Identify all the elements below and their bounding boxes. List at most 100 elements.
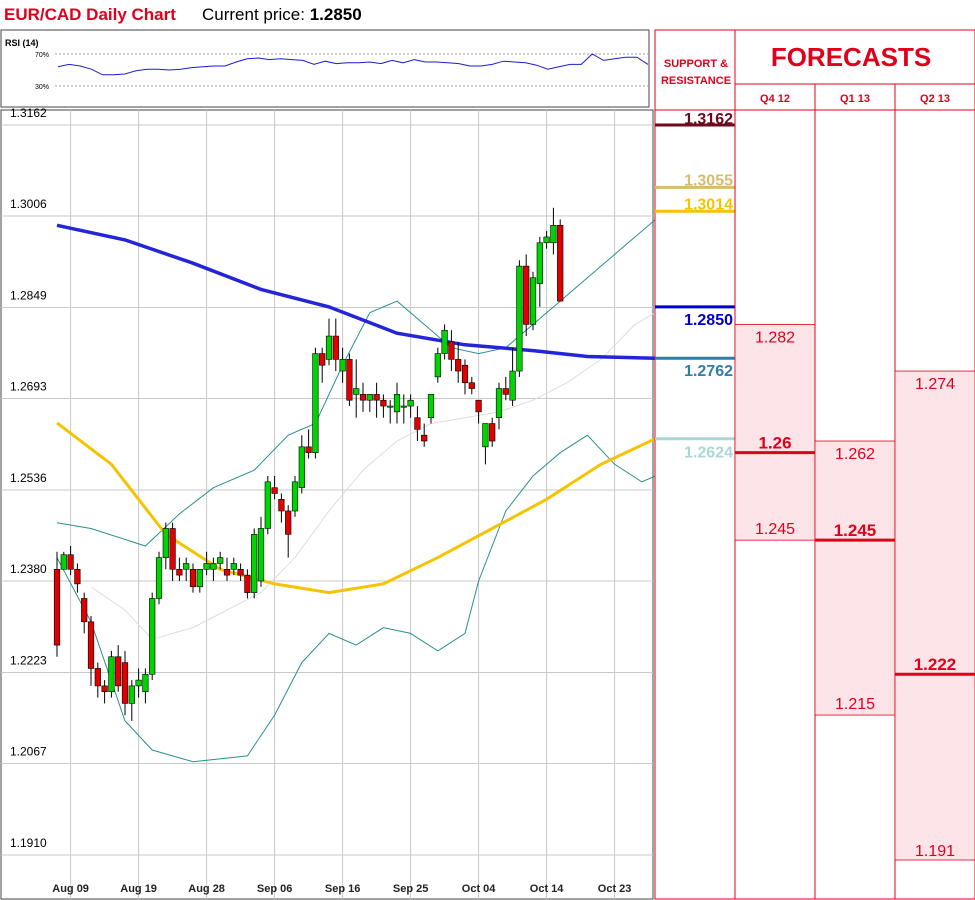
candle-up — [339, 359, 346, 372]
candle-down — [346, 359, 353, 401]
candle-down — [81, 598, 88, 623]
candle-down — [121, 662, 129, 704]
bollinger-upper-line — [56, 219, 656, 547]
candle-up — [291, 481, 299, 512]
forecast-mid-value: 1.222 — [914, 655, 957, 674]
candlesticks — [53, 207, 564, 721]
candle-up — [183, 563, 190, 570]
candle-down — [94, 668, 101, 687]
candle-up — [251, 534, 258, 593]
x-tick-label: Oct 14 — [530, 883, 565, 895]
candle-down — [489, 423, 496, 442]
candle-up — [108, 656, 115, 693]
candle-up — [427, 394, 435, 418]
rsi-line — [57, 53, 649, 76]
x-tick-label: Aug 28 — [188, 883, 225, 895]
candle-down — [169, 528, 176, 570]
candle-down — [380, 399, 387, 407]
candle-down — [223, 568, 231, 576]
x-tick-label: Sep 25 — [393, 883, 428, 895]
candle-up — [196, 568, 203, 588]
sr-level-label: 1.3055 — [684, 172, 733, 189]
candle-up — [325, 335, 333, 360]
candle-up — [529, 277, 537, 325]
candle-up — [400, 405, 407, 408]
current-price-value: 1.2850 — [309, 5, 362, 24]
candle-up — [312, 353, 319, 453]
candle-down — [176, 568, 183, 576]
y-tick-label: 1.2849 — [10, 289, 47, 303]
forecast-low-value: 1.245 — [755, 521, 795, 538]
candle-down — [101, 685, 108, 693]
candle-up — [366, 394, 373, 401]
y-tick-label: 1.2223 — [10, 654, 47, 668]
candle-up — [298, 446, 305, 488]
y-tick-label: 1.2536 — [10, 471, 47, 485]
rsi-label: RSI (14) — [5, 38, 39, 48]
candle-down — [237, 568, 244, 576]
x-tick-label: Oct 23 — [598, 883, 632, 895]
candle-up — [135, 679, 142, 687]
forecast-range-band — [894, 370, 975, 861]
candle-down — [448, 341, 455, 360]
candle-down — [523, 265, 530, 325]
y-tick-label: 1.1910 — [10, 836, 47, 850]
y-axis-tick-labels: 1.3162 1.3006 1.2849 1.2693 1.2536 1.2380 1.22… — [10, 106, 47, 850]
sr-level-label: 1.3014 — [684, 196, 733, 213]
moving-average-blue — [56, 223, 656, 360]
bollinger-mid-line — [90, 312, 656, 640]
forecast-columns: Q4 12 1.282 1.26 1.245 Q1 13 1.262 1.245 1.215 Q… — [734, 84, 975, 899]
current-price: Current price: 1.2850 — [202, 5, 362, 25]
candle-up — [543, 236, 550, 244]
y-tick-label: 1.2693 — [10, 379, 47, 393]
sr-level-label: 1.3162 — [684, 111, 733, 128]
current-price-label: Current price: — [202, 5, 305, 24]
candle-down — [271, 487, 278, 494]
y-tick-label: 1.3162 — [10, 106, 47, 120]
sr-levels: 1.3162 1.3055 1.3014 1.2850 1.2762 1.2624 — [655, 111, 735, 462]
candle-up — [155, 557, 163, 599]
y-tick-label: 1.3006 — [10, 197, 47, 211]
candle-down — [244, 574, 251, 593]
candle-down — [278, 499, 285, 512]
candle-up — [210, 563, 217, 570]
candle-down — [468, 382, 475, 389]
candle-up — [434, 353, 441, 378]
candle-down — [421, 434, 428, 442]
candle-down — [189, 568, 197, 588]
y-tick-label: 1.2380 — [10, 562, 47, 576]
sr-header-line1: SUPPORT & — [664, 58, 728, 70]
candle-up — [516, 265, 523, 372]
x-tick-label: Aug 19 — [120, 883, 157, 895]
candle-down — [461, 364, 469, 384]
candle-down — [285, 510, 292, 535]
x-tick-label: Sep 06 — [257, 883, 292, 895]
y-tick-label: 1.2067 — [10, 744, 47, 758]
forecasts-title: FORECASTS — [771, 42, 931, 72]
forecast-high-value: 1.282 — [755, 329, 795, 346]
candle-down — [74, 568, 81, 585]
candle-up — [203, 563, 210, 570]
candle-down — [414, 417, 421, 430]
candle-up — [162, 528, 169, 558]
forecast-mid-value: 1.26 — [758, 434, 791, 453]
forecast-column-header: Q2 13 — [920, 93, 950, 105]
candle-down — [53, 568, 61, 646]
candle-up — [142, 673, 149, 693]
chart-header: EUR/CAD Daily Chart Current price: 1.285… — [0, 0, 655, 30]
candle-down — [455, 359, 462, 372]
candle-up — [536, 242, 543, 284]
candle-up — [550, 224, 557, 244]
sr-level-label: 1.2762 — [684, 363, 733, 380]
x-tick-label: Oct 04 — [462, 883, 497, 895]
sr-level-label: 1.2850 — [684, 312, 733, 329]
candle-down — [557, 224, 564, 302]
candle-up — [393, 394, 401, 413]
x-axis-tick-labels: Aug 09 Aug 19 Aug 28 Sep 06 Sep 16 Sep 25 Oct … — [52, 883, 631, 895]
sr-level-label: 1.2624 — [684, 445, 733, 462]
forecast-column-header: Q4 12 — [760, 93, 790, 105]
forecast-mid-value: 1.245 — [834, 521, 877, 540]
candle-down — [475, 399, 482, 413]
candle-up — [257, 528, 265, 582]
